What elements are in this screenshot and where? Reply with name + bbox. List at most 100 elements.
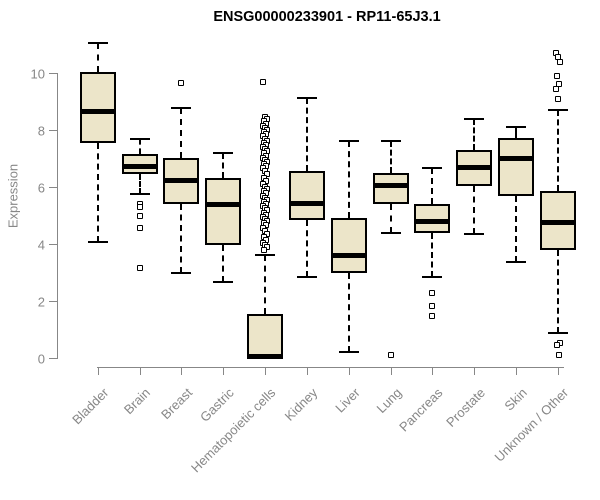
upper-whisker — [96, 43, 99, 73]
y-tick-label: 8 — [37, 123, 45, 139]
median-line — [456, 165, 493, 171]
lower-whisker — [180, 204, 183, 274]
outlier-point — [429, 313, 436, 320]
outlier-point — [553, 342, 560, 349]
box — [372, 172, 409, 205]
upper-whisker — [431, 167, 434, 205]
lower-whisker-cap — [129, 193, 150, 196]
y-tick-label: 10 — [30, 66, 45, 82]
x-category-label: Bladder — [69, 385, 112, 428]
x-category-label: Kidney — [281, 385, 321, 424]
lower-whisker-cap — [422, 275, 443, 278]
median-line — [121, 164, 158, 170]
lower-whisker — [138, 174, 141, 195]
upper-whisker — [473, 119, 476, 150]
lower-whisker-cap — [338, 350, 359, 353]
upper-whisker-cap — [213, 152, 234, 155]
x-axis-tick — [181, 368, 183, 375]
lower-whisker — [96, 143, 99, 242]
lower-whisker-cap — [506, 261, 526, 264]
box — [288, 170, 325, 221]
outlier-point — [554, 95, 561, 102]
lower-whisker — [389, 204, 392, 234]
outlier-point — [553, 73, 560, 80]
x-category-label: Skin — [501, 385, 530, 414]
upper-whisker — [222, 153, 225, 178]
outlier-point — [387, 351, 394, 358]
median-line — [288, 200, 325, 206]
box — [247, 314, 284, 358]
outlier-point — [556, 58, 563, 65]
upper-whisker-cap — [506, 125, 526, 128]
x-axis-tick — [306, 368, 308, 375]
upper-whisker-cap — [338, 139, 359, 142]
upper-whisker — [389, 141, 392, 173]
lower-whisker-cap — [171, 272, 192, 275]
x-category-label: Lung — [373, 385, 405, 417]
upper-whisker-cap — [296, 97, 317, 100]
median-line — [205, 201, 242, 207]
x-category-label: Prostate — [442, 385, 488, 430]
x-axis-tick — [348, 368, 350, 375]
lower-whisker — [473, 185, 476, 235]
outlier-point — [264, 171, 271, 178]
upper-whisker-cap — [255, 254, 276, 257]
upper-whisker — [138, 139, 141, 155]
upper-whisker — [347, 140, 350, 218]
x-axis-tick — [265, 368, 267, 375]
median-line — [372, 182, 409, 188]
outlier-point — [555, 81, 562, 88]
upper-whisker-cap — [171, 106, 192, 109]
upper-whisker-cap — [547, 108, 568, 111]
outlier-point — [136, 203, 143, 210]
box — [498, 137, 534, 196]
x-axis-tick — [97, 368, 99, 375]
outlier-point — [260, 79, 267, 86]
x-axis-line — [96, 367, 564, 368]
y-axis-line — [57, 73, 58, 359]
lower-whisker — [431, 233, 434, 277]
median-line — [539, 220, 576, 226]
x-axis-tick — [139, 368, 141, 375]
y-tick-label: 2 — [37, 294, 45, 310]
upper-whisker — [556, 109, 559, 191]
x-axis-tick — [557, 368, 559, 375]
x-axis-tick — [390, 368, 392, 375]
median-line — [414, 219, 451, 225]
upper-whisker — [264, 255, 267, 315]
outlier-point — [429, 290, 436, 297]
upper-whisker-cap — [129, 138, 150, 141]
upper-whisker-cap — [380, 140, 401, 143]
box — [79, 72, 116, 144]
median-line — [247, 353, 284, 359]
y-axis-tick — [49, 301, 57, 302]
lower-whisker-cap — [380, 232, 401, 235]
y-axis-tick — [49, 358, 57, 359]
upper-whisker — [180, 107, 183, 159]
upper-whisker-cap — [422, 166, 443, 169]
lower-whisker — [305, 220, 308, 277]
x-category-label: Gastric — [197, 385, 237, 425]
y-tick-label: 6 — [37, 180, 45, 196]
box — [414, 204, 451, 234]
lower-whisker — [222, 245, 225, 282]
y-axis-tick — [49, 187, 57, 188]
chart-title: ENSG00000233901 - RP11-65J3.1 — [213, 9, 441, 25]
outlier-point — [552, 85, 559, 92]
y-axis-tick — [49, 244, 57, 245]
x-category-label: Brain — [121, 385, 154, 418]
upper-whisker-cap — [87, 42, 108, 45]
x-category-label: Liver — [331, 385, 363, 416]
y-tick-label: 0 — [37, 351, 45, 367]
lower-whisker — [515, 195, 517, 263]
lower-whisker-cap — [547, 331, 568, 334]
x-axis-tick — [516, 368, 517, 375]
median-line — [330, 252, 367, 258]
outlier-point — [261, 246, 268, 253]
y-axis-tick — [49, 130, 57, 131]
x-category-label: Pancreas — [396, 385, 446, 435]
upper-whisker-cap — [464, 118, 485, 121]
x-category-label: Breast — [157, 385, 196, 423]
x-axis-tick — [474, 368, 476, 375]
